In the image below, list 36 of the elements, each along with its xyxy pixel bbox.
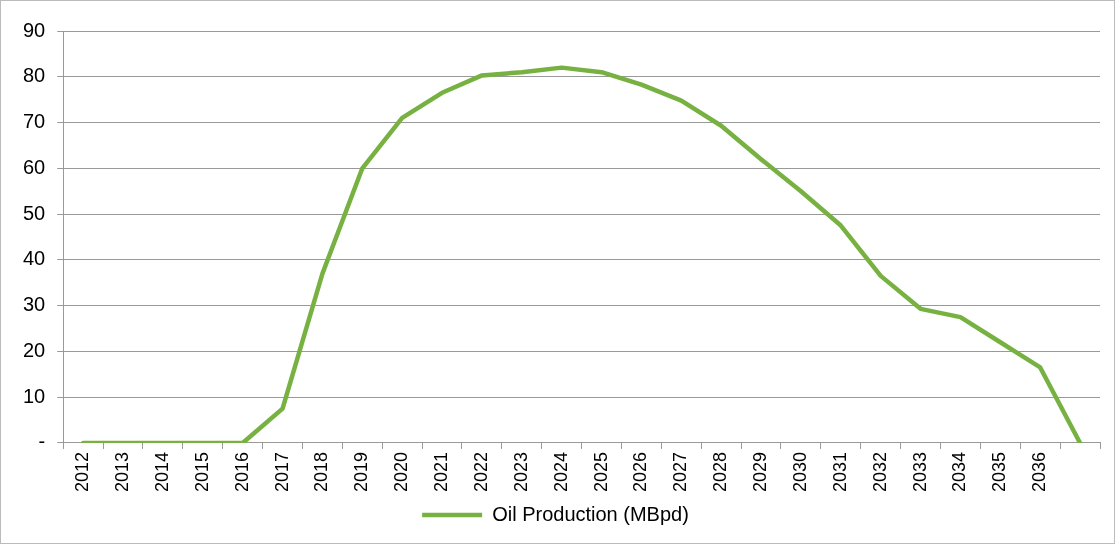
x-tick-label: 2019 [351,451,372,492]
y-tick-label: 40 [23,247,46,270]
y-tick-label: 70 [23,110,46,133]
y-tick-label: 30 [23,293,46,316]
y-tick-label: 10 [23,384,46,407]
y-tick-label: 90 [23,18,46,41]
legend-label: Oil Production (MBpd) [492,502,689,525]
x-tick-label: 2033 [909,451,930,492]
x-tick-label: 2031 [829,451,850,492]
x-tick-label: 2025 [590,451,611,492]
x-tick-label: 2024 [550,451,571,492]
x-tick-label: 2013 [112,451,133,492]
x-tick-label: 2027 [670,451,691,492]
x-tick-label: 2034 [949,451,970,492]
y-tick-label: - [38,430,46,453]
x-tick-label: 2030 [789,451,810,492]
y-tick-label: 80 [23,64,46,87]
y-tick-label: 60 [23,155,46,178]
y-tick-label: 20 [23,338,46,361]
x-tick-label: 2023 [510,451,531,492]
x-tick-label: 2026 [630,451,651,492]
x-tick-label: 2015 [191,451,212,492]
x-tick-label: 2035 [989,451,1010,492]
x-tick-label: 2021 [431,451,452,492]
x-tick-label: 2028 [710,451,731,492]
x-tick-label: 2017 [271,451,292,492]
x-tick-label: 2016 [231,451,252,492]
x-tick-label: 2018 [311,451,332,492]
y-tick-label: 50 [23,201,46,224]
x-tick-label: 2036 [1029,451,1050,492]
x-tick-label: 2014 [151,451,172,492]
x-tick-label: 2029 [750,451,771,492]
x-tick-label: 2032 [869,451,890,492]
x-tick-label: 2020 [391,451,412,492]
x-tick-label: 2012 [72,451,93,492]
x-tick-label: 2022 [470,451,491,492]
